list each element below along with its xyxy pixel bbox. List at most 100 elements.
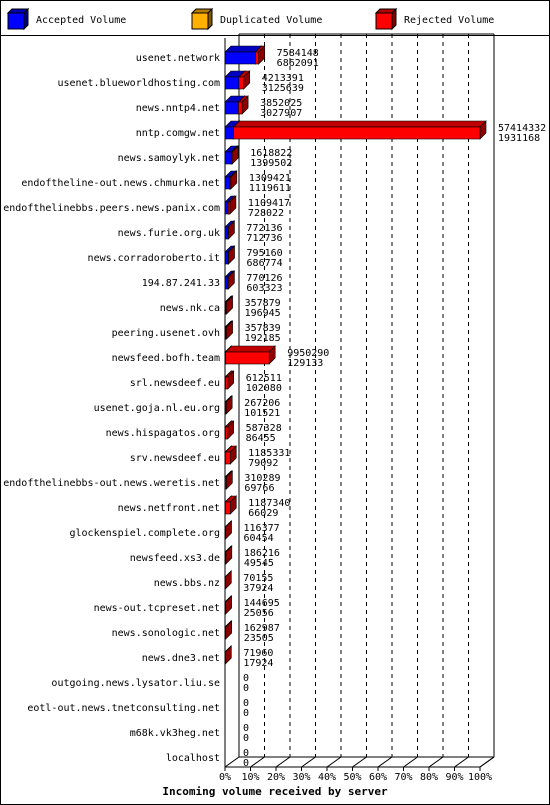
value-label: 795160 [247, 248, 283, 259]
bar-rejected [238, 76, 245, 90]
legend-swatch [191, 12, 209, 30]
value-label: 101521 [244, 408, 280, 419]
value-label: 17924 [243, 658, 273, 669]
y-tick-label: news.furie.org.uk [118, 228, 220, 239]
y-tick-label: srv.newsdeef.eu [130, 453, 220, 464]
legend-label: Rejected Volume [404, 15, 494, 26]
value-label: 86455 [246, 433, 276, 444]
x-axis-title: Incoming volume received by server [162, 785, 388, 798]
y-tick-label: news.netfront.net [118, 503, 220, 514]
value-label: 0 [243, 673, 249, 684]
x-tick-label: 30% [292, 772, 310, 783]
bar-rejected [225, 401, 227, 415]
y-tick-label: news.nntp4.net [136, 103, 220, 114]
value-label: 0 [243, 758, 249, 769]
floor-line [352, 756, 367, 768]
value-label: 23505 [244, 633, 274, 644]
y-tick-label: news.corradoroberto.it [88, 253, 220, 264]
value-label: 3125639 [262, 83, 304, 94]
value-label: 357839 [245, 323, 281, 334]
value-label: 7584148 [277, 48, 319, 59]
floor-line [479, 756, 495, 768]
y-tick-label: m68k.vk3heg.net [130, 728, 220, 739]
legend-swatch [375, 12, 393, 30]
legend-swatch-side [23, 7, 29, 31]
x-tick-label: 50% [343, 772, 361, 783]
bar-accepted [224, 126, 234, 140]
x-tick-label: 0% [219, 772, 231, 783]
value-label: 70155 [243, 573, 273, 584]
bar-rejected [225, 301, 227, 315]
y-tick-label: endoftheline-out.news.chmurka.net [21, 178, 220, 189]
value-label: 612511 [246, 373, 282, 384]
value-label: 192185 [245, 333, 281, 344]
value-label: 1187340 [248, 498, 290, 509]
y-tick-label: srl.newsdeef.eu [130, 378, 220, 389]
y-tick-label: usenet.network [136, 53, 220, 64]
y-tick-label: news.hispagatos.org [106, 428, 220, 439]
x-tick-label: 20% [267, 772, 285, 783]
value-label: 69766 [244, 483, 274, 494]
bar-accepted [224, 51, 256, 65]
value-label: 25056 [244, 608, 274, 619]
value-label: 6862091 [277, 58, 319, 69]
bar-rejected-top [224, 345, 276, 353]
floor-line [250, 756, 265, 768]
x-tick-label: 90% [445, 772, 463, 783]
value-label: 772136 [246, 223, 282, 234]
value-label: 267206 [244, 398, 280, 409]
y-tick-label: peering.usenet.ovh [112, 328, 220, 339]
x-tick-label: 10% [241, 772, 259, 783]
value-label: 186216 [244, 548, 280, 559]
bar-rejected [225, 376, 229, 390]
bar-rejected [224, 501, 231, 515]
floor-line [224, 756, 240, 768]
value-label: 3027907 [260, 108, 302, 119]
y-tick-label: news.samoylyk.net [118, 153, 220, 164]
x-tick-label: 60% [369, 772, 387, 783]
bar-accepted [224, 76, 240, 90]
legend-swatch-side [391, 7, 397, 31]
legend-label: Duplicated Volume [220, 15, 322, 26]
value-label: 0 [243, 698, 249, 709]
floor-line [301, 756, 316, 768]
value-label: 0 [243, 723, 249, 734]
y-tick-label: newsfeed.xs3.de [130, 553, 220, 564]
legend-swatch-side [207, 7, 213, 31]
value-label: 0 [243, 683, 249, 694]
bar-rejected-top [232, 120, 487, 128]
y-tick-label: news.sonologic.net [112, 628, 220, 639]
y-tick-label: eotl-out.news.tnetconsulting.net [27, 703, 220, 714]
floor-line [454, 756, 469, 768]
y-tick-label: localhost [166, 753, 220, 764]
floor-line [326, 756, 342, 768]
legend-label: Accepted Volume [36, 15, 126, 26]
value-label: 686774 [247, 258, 283, 269]
y-tick-label: endofthelinebbs.peers.news.panix.com [3, 203, 220, 214]
bar-rejected [227, 201, 231, 215]
value-label: 770126 [246, 273, 282, 284]
value-label: 0 [243, 708, 249, 719]
bar-rejected [225, 426, 228, 440]
value-label: 116377 [244, 523, 280, 534]
x-tick-label: 70% [394, 772, 412, 783]
bar-accepted [224, 151, 232, 165]
floor-line [275, 756, 291, 768]
bar-accepted [224, 276, 228, 290]
bar-accepted [224, 251, 229, 265]
value-label: 66029 [248, 508, 278, 519]
value-label: 1399502 [250, 158, 292, 169]
value-label: 196945 [245, 308, 281, 319]
value-label: 310289 [244, 473, 280, 484]
y-tick-label: outgoing.news.lysator.liu.se [51, 678, 220, 689]
bar-rejected [224, 626, 227, 640]
value-label: 3852025 [260, 98, 302, 109]
value-label: 1185331 [248, 448, 290, 459]
value-label: 587328 [246, 423, 282, 434]
value-label: 1309421 [249, 173, 291, 184]
y-tick-label: news.nk.ca [160, 303, 220, 314]
value-label: 1931168 [498, 133, 540, 144]
value-label: 1119611 [249, 183, 291, 194]
value-label: 37924 [243, 583, 273, 594]
